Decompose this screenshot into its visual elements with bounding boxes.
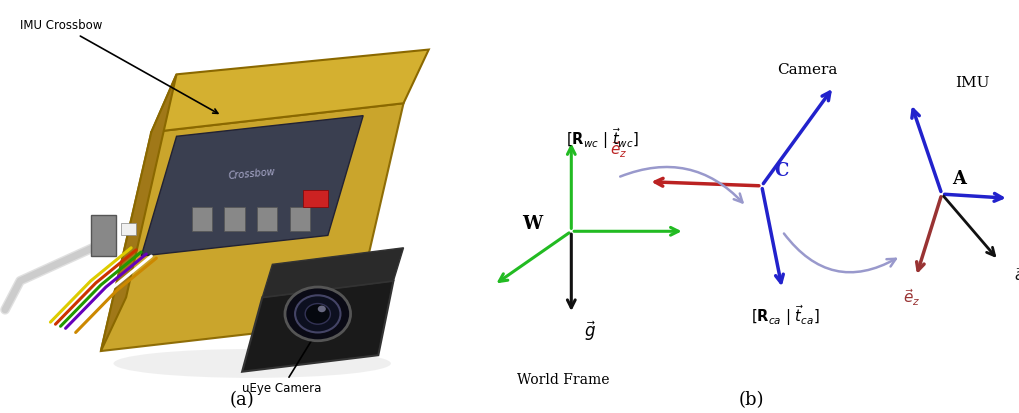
Polygon shape	[151, 50, 429, 132]
Circle shape	[318, 306, 326, 312]
Circle shape	[296, 295, 340, 332]
Polygon shape	[101, 74, 176, 351]
Text: Crossbow: Crossbow	[228, 166, 276, 180]
Text: $\vec{a}$: $\vec{a}$	[1014, 266, 1019, 284]
Bar	[224, 206, 245, 231]
Text: $[\mathbf{R}_{wc}\ |\ \vec{t}_{wc}]$: $[\mathbf{R}_{wc}\ |\ \vec{t}_{wc}]$	[567, 126, 639, 151]
Polygon shape	[262, 248, 404, 297]
Text: (a): (a)	[229, 391, 255, 409]
Bar	[121, 223, 137, 235]
Bar	[303, 190, 328, 206]
Text: IMU: IMU	[955, 76, 989, 90]
Text: $\vec{e}_z$: $\vec{e}_z$	[610, 139, 628, 159]
FancyArrowPatch shape	[784, 233, 896, 272]
FancyArrowPatch shape	[621, 167, 743, 202]
Polygon shape	[243, 281, 393, 372]
Text: A: A	[952, 170, 966, 188]
Text: (b): (b)	[739, 391, 764, 409]
Bar	[257, 206, 277, 231]
Text: W: W	[523, 215, 542, 233]
Polygon shape	[101, 103, 404, 351]
Text: $\vec{e}_z$: $\vec{e}_z$	[903, 287, 920, 308]
Bar	[290, 206, 310, 231]
Text: Camera: Camera	[777, 63, 838, 77]
Bar	[192, 206, 212, 231]
Text: C: C	[774, 161, 789, 180]
Text: $[\mathbf{R}_{ca}\ |\ \vec{t}_{ca}]$: $[\mathbf{R}_{ca}\ |\ \vec{t}_{ca}]$	[751, 303, 820, 328]
Text: World Frame: World Frame	[518, 373, 609, 387]
Bar	[91, 215, 116, 256]
Ellipse shape	[113, 349, 391, 378]
Text: $\vec{g}$: $\vec{g}$	[584, 319, 596, 343]
Circle shape	[305, 304, 330, 324]
Polygon shape	[142, 116, 363, 256]
Text: uEye Camera: uEye Camera	[243, 326, 321, 395]
Circle shape	[285, 287, 351, 341]
Text: IMU Crossbow: IMU Crossbow	[20, 19, 218, 113]
